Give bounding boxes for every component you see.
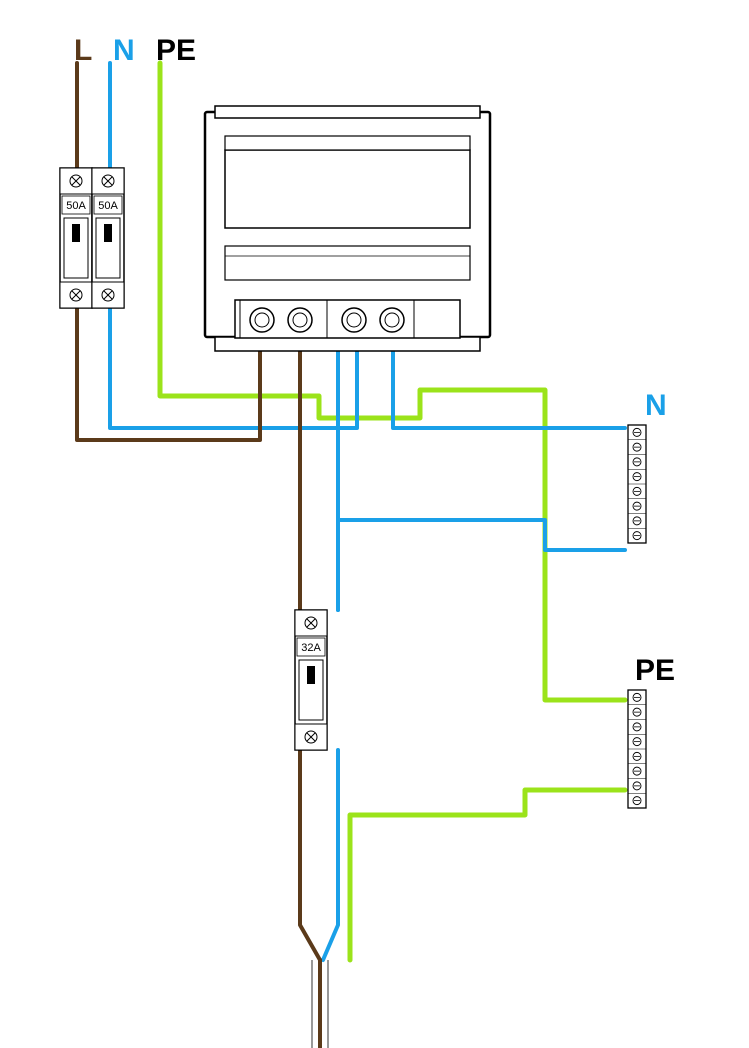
- breaker-50a-left-rating: 50A: [66, 200, 86, 212]
- toggle-icon: [104, 224, 112, 242]
- label-right-pe: PE: [635, 654, 675, 687]
- breaker-50a-left: 50A: [60, 168, 92, 308]
- breaker-32a: 32A: [295, 610, 327, 750]
- label-top-l: L: [74, 34, 92, 67]
- label-top-n: N: [113, 34, 135, 67]
- breaker-32a-rating: 32A: [301, 642, 321, 654]
- meter-display: [225, 150, 470, 228]
- breaker-50a-right: 50A: [92, 168, 124, 308]
- wiring-diagram: 50A50A32ALNPENPE: [0, 0, 749, 1048]
- toggle-icon: [72, 224, 80, 242]
- terminal-block-n: [628, 425, 646, 543]
- terminal-block-pe: [628, 690, 646, 808]
- label-top-pe: PE: [156, 34, 196, 67]
- energy-meter: [205, 106, 490, 351]
- label-right-n: N: [645, 389, 667, 422]
- breaker-50a-right-rating: 50A: [98, 200, 118, 212]
- toggle-icon: [307, 666, 315, 684]
